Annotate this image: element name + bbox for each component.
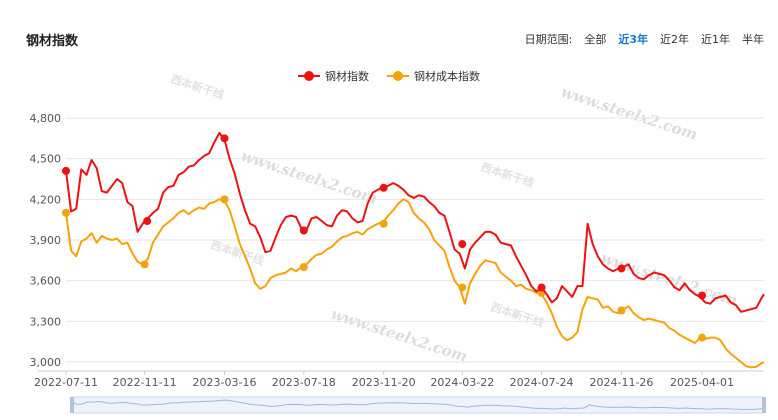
- watermark-logo: 西本新干线: [209, 238, 266, 268]
- series-point-steel-index: [537, 283, 546, 292]
- watermark-logo: 西本新干线: [489, 300, 546, 330]
- zoom-slider-track: [71, 396, 765, 414]
- series-point-steel-index: [617, 264, 626, 273]
- x-tick-label: 2024-03-22: [430, 376, 494, 389]
- range-option-2y[interactable]: 近2年: [660, 33, 689, 46]
- series-point-cost-index: [220, 195, 229, 204]
- x-tick-label: 2023-03-16: [193, 376, 257, 389]
- series-point-cost-index: [458, 283, 467, 292]
- y-tick-label: 4,500: [30, 153, 62, 166]
- y-tick-label: 3,300: [30, 315, 62, 328]
- y-axis: 3,000 3,300 3,600 3,900 4,200 4,500 4,800: [30, 112, 62, 369]
- series-layer: [62, 131, 765, 369]
- x-tick-label: 2023-11-20: [352, 376, 416, 389]
- x-tick-label: 2023-07-18: [272, 376, 336, 389]
- series-point-steel-index: [299, 226, 308, 235]
- range-option-6m[interactable]: 半年: [742, 33, 764, 46]
- series-point-steel-index: [220, 134, 229, 143]
- legend-label-cost-index: 钢材成本指数: [414, 70, 480, 83]
- range-option-all[interactable]: 全部: [584, 33, 607, 46]
- zoom-slider[interactable]: [70, 396, 766, 414]
- x-tick-label: 2025-04-01: [670, 376, 734, 389]
- legend-swatch-cost-index: [387, 71, 409, 81]
- series-line-cost-index: [65, 198, 765, 369]
- series-point-cost-index: [62, 208, 70, 217]
- x-tick-label: 2022-07-11: [34, 376, 98, 389]
- date-range-selector: 日期范围: 全部 近3年 近2年 近1年 半年: [525, 31, 764, 47]
- watermark-text: www.steelx2.com: [329, 305, 470, 366]
- y-tick-label: 3,900: [30, 234, 62, 247]
- y-tick-label: 4,200: [30, 193, 62, 206]
- range-option-3y[interactable]: 近3年: [618, 33, 648, 46]
- page-title: 钢材指数: [26, 34, 79, 49]
- series-point-cost-index: [697, 333, 706, 342]
- zoom-handle-left: [70, 397, 74, 413]
- series-point-cost-index: [379, 219, 388, 228]
- x-tick-label: 2024-07-24: [510, 376, 574, 389]
- series-point-cost-index: [617, 306, 626, 315]
- y-tick-label: 3,600: [30, 275, 62, 288]
- date-range-label: 日期范围:: [524, 33, 573, 46]
- series-point-cost-index: [299, 263, 308, 272]
- range-option-1y[interactable]: 近1年: [701, 33, 730, 46]
- series-point-steel-index: [458, 240, 467, 249]
- series-point-cost-index: [140, 260, 149, 269]
- x-axis: 2022-07-11 2022-11-11 2023-03-16 2023-07-18…: [34, 370, 764, 389]
- watermark-logo: 西本新干线: [169, 72, 226, 102]
- legend-item-steel-index[interactable]: 钢材指数: [298, 68, 369, 84]
- y-tick-label: 3,000: [30, 356, 62, 369]
- zoom-slider-preview: [71, 399, 765, 411]
- chart-grid: [66, 117, 764, 363]
- series-line-steel-index: [65, 131, 765, 313]
- chart-legend: 钢材指数 钢材成本指数: [0, 68, 778, 84]
- y-tick-label: 4,800: [30, 112, 62, 125]
- watermark-text: www.steelx2.com: [559, 83, 700, 144]
- x-tick-label: 2022-11-11: [113, 376, 177, 389]
- series-point-steel-index: [62, 166, 70, 175]
- legend-swatch-steel-index: [298, 71, 320, 81]
- x-tick-label: 2024-11-26: [589, 376, 653, 389]
- watermark-logo: 西本新干线: [479, 160, 536, 190]
- series-point-steel-index: [379, 183, 388, 192]
- legend-label-steel-index: 钢材指数: [325, 70, 369, 83]
- legend-item-cost-index[interactable]: 钢材成本指数: [387, 68, 480, 84]
- series-point-steel-index: [697, 291, 706, 300]
- zoom-handle-right: [762, 397, 766, 413]
- series-point-steel-index: [143, 217, 152, 226]
- watermark-text: www.steelx2.com: [239, 147, 380, 208]
